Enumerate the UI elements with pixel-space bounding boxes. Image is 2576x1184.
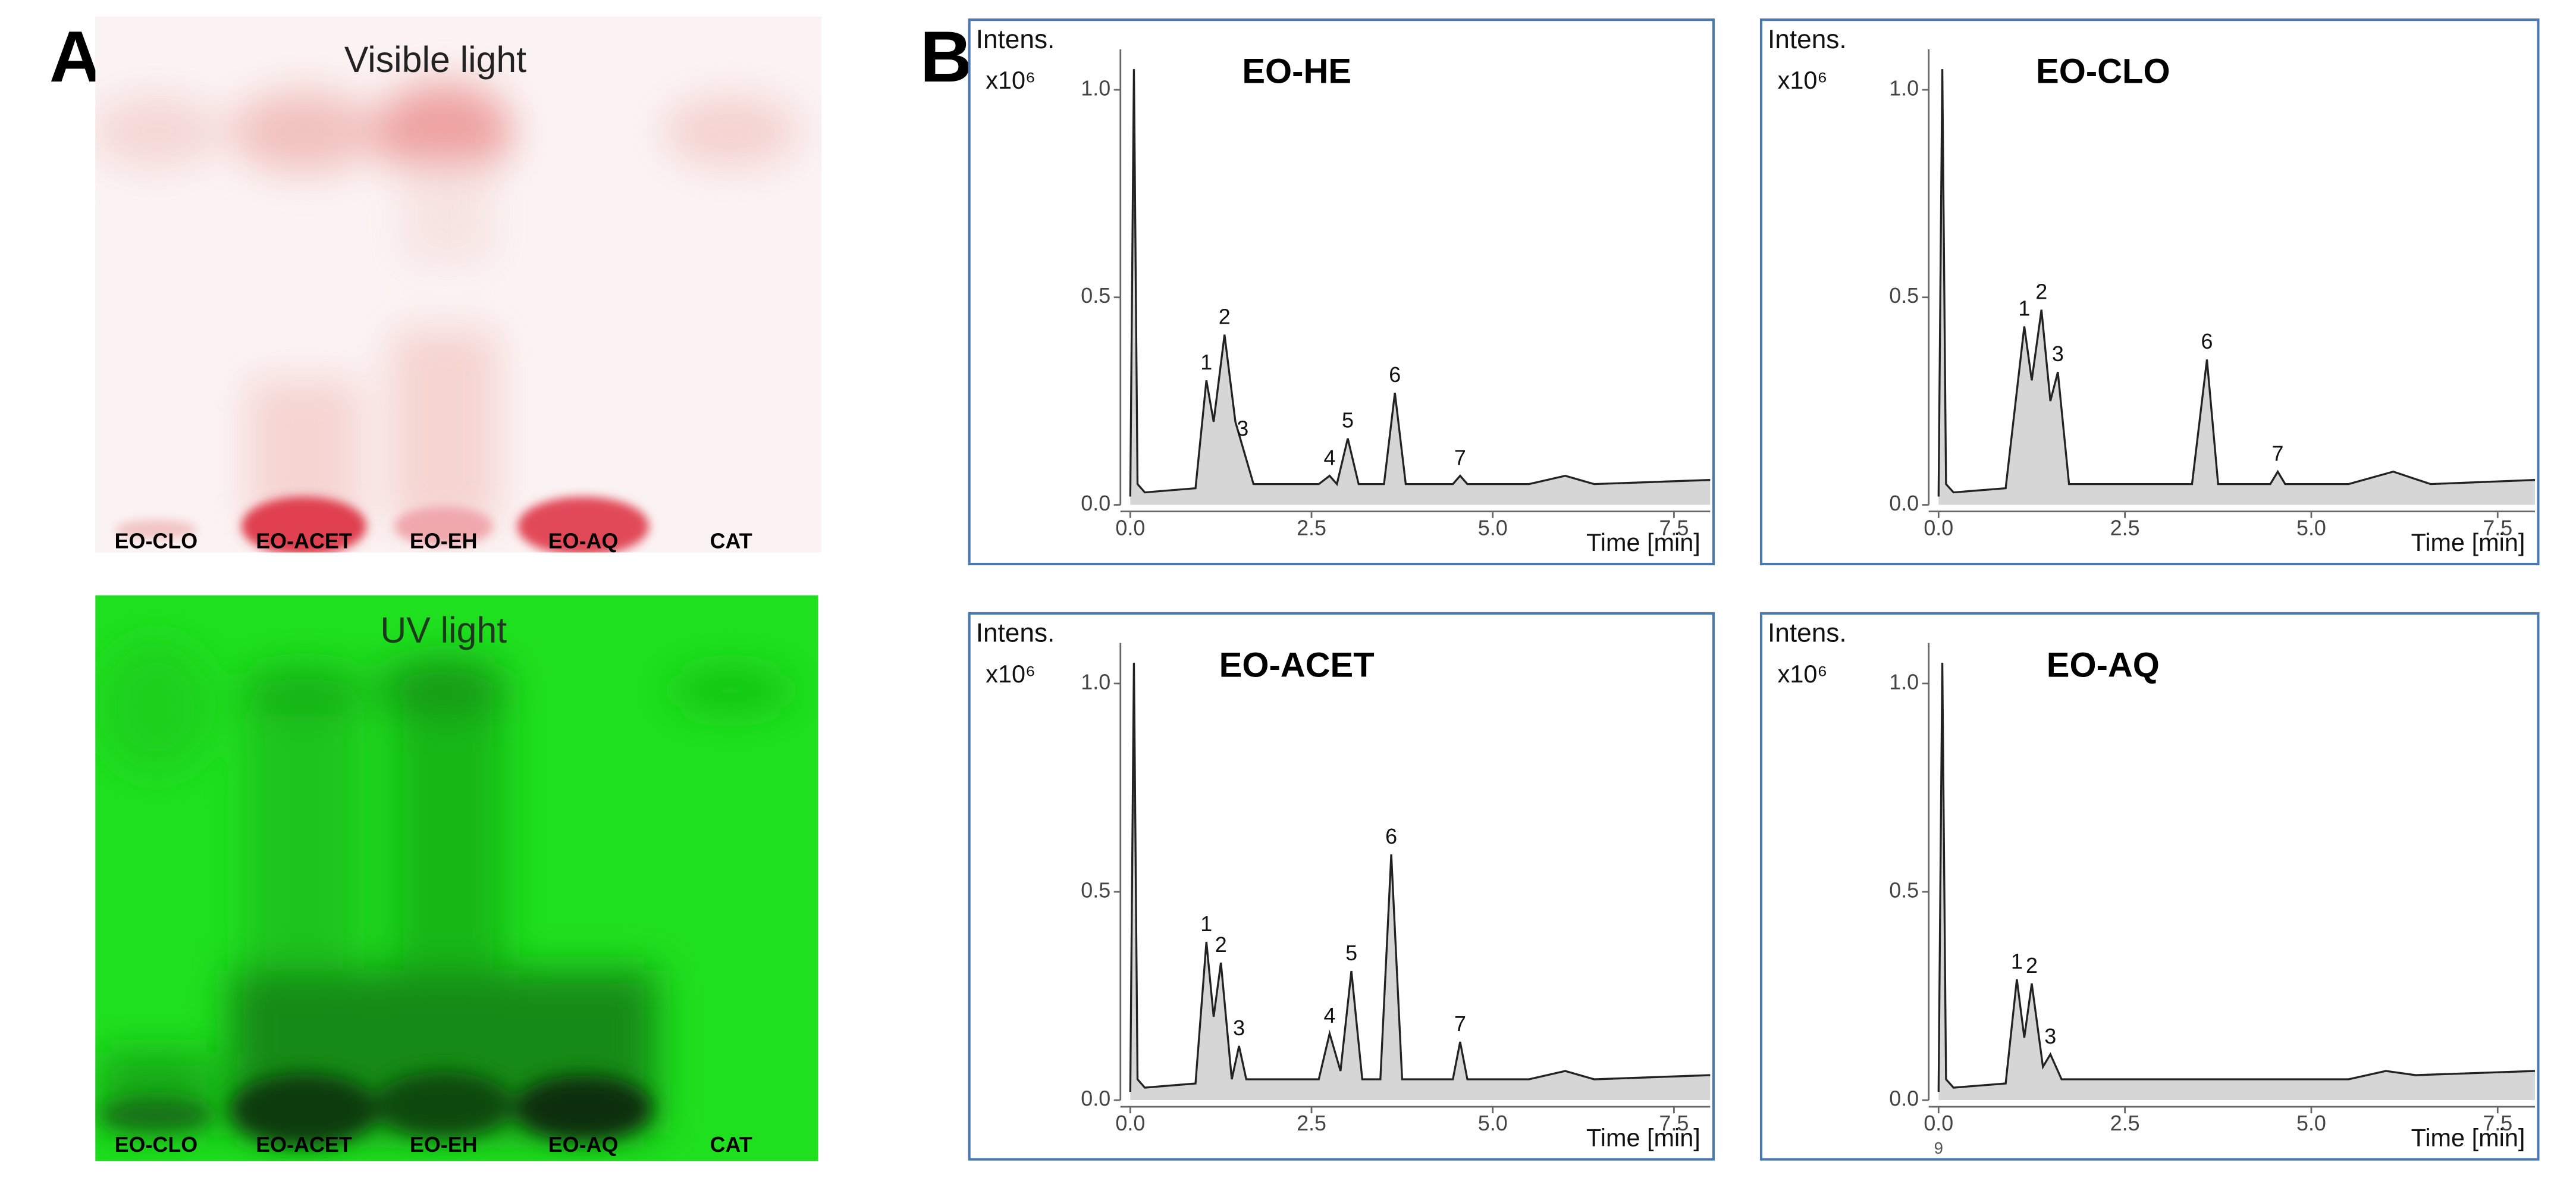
peak-label: 3 xyxy=(1237,416,1248,441)
chart-title: EO-HE xyxy=(1242,52,1351,91)
peak-label: 3 xyxy=(2044,1024,2056,1048)
y-axis-label: Intens. xyxy=(976,619,1055,648)
y-tick-label: 0.5 xyxy=(1081,878,1110,902)
y-axis-label: Intens. xyxy=(1768,619,1847,648)
y-axis-unit: x10⁶ xyxy=(1778,660,1828,688)
peak-label: 6 xyxy=(2201,329,2213,353)
y-axis-unit: x10⁶ xyxy=(986,66,1036,94)
peak-label: 5 xyxy=(1342,408,1354,433)
y-tick-label: 0.0 xyxy=(1889,491,1919,515)
peak-label: 1 xyxy=(1200,912,1212,936)
peak-label: 7 xyxy=(2272,441,2284,466)
chart-title: EO-AQ xyxy=(2047,646,2160,684)
peak-label: 6 xyxy=(1385,824,1397,848)
peak-label: 2 xyxy=(2026,953,2038,978)
y-tick-label: 1.0 xyxy=(1081,669,1110,694)
peak-label: 1 xyxy=(1200,350,1212,374)
line xyxy=(1129,662,1711,1092)
peak-label: 3 xyxy=(2052,342,2064,366)
x-tick-label: 2.5 xyxy=(2110,515,2140,540)
x-axis-label: Time [min] xyxy=(1586,528,1700,556)
x-tick-label: 5.0 xyxy=(2296,515,2326,540)
x-axis-label: Time [min] xyxy=(2411,1123,2525,1151)
peak-label: 6 xyxy=(1389,362,1401,387)
lane-label: CAT xyxy=(710,1132,752,1157)
y-axis-label: Intens. xyxy=(976,25,1055,54)
peak-label: 2 xyxy=(2035,280,2047,304)
lane-label: EO-EH xyxy=(410,1132,478,1157)
chart-frame xyxy=(1759,612,2540,1161)
lane-label: EO-CLO xyxy=(115,1132,198,1157)
peak-label: 4 xyxy=(1324,446,1336,470)
x-tick-label: 7.5 xyxy=(2483,515,2512,540)
peak-label: 2 xyxy=(1215,932,1227,957)
x-tick-label: 7.5 xyxy=(1659,1111,1689,1135)
y-axis-label: Intens. xyxy=(1768,25,1847,54)
lane-label: EO-EH xyxy=(410,529,478,553)
lane-label: EO-ACET xyxy=(256,529,352,553)
peak-label: 5 xyxy=(1345,941,1357,965)
y-tick-label: 0.0 xyxy=(1081,491,1110,515)
y-tick-label: 0.5 xyxy=(1081,283,1110,308)
y-tick-label: 1.0 xyxy=(1889,76,1919,100)
y-tick-label: 0.0 xyxy=(1081,1086,1110,1111)
x-tick-label: 2.5 xyxy=(1297,515,1326,540)
x-tick-label: 0.0 xyxy=(1115,1111,1145,1135)
chart-title: EO-CLO xyxy=(2036,52,2170,91)
y-tick-label: 1.0 xyxy=(1889,669,1919,694)
y-tick-label: 0.5 xyxy=(1889,283,1919,308)
plate-title: Visible light xyxy=(344,39,526,80)
visible-plate xyxy=(95,16,822,553)
x-tick-label: 7.5 xyxy=(2483,1111,2512,1135)
panel-letter: A xyxy=(49,16,102,97)
footnote: 9 xyxy=(1934,1139,1943,1157)
x-tick-label: 0.0 xyxy=(1924,1111,1953,1135)
peak-label: 7 xyxy=(1454,446,1466,470)
chart-frame xyxy=(1759,18,2540,566)
x-tick-label: 2.5 xyxy=(1297,1111,1326,1135)
peak-label: 1 xyxy=(2011,949,2023,973)
peak-label: 7 xyxy=(1454,1011,1466,1036)
y-axis-unit: x10⁶ xyxy=(1778,66,1828,94)
x-axis-label: Time [min] xyxy=(2411,528,2525,556)
x-tick-label: 5.0 xyxy=(1478,1111,1508,1135)
lane-label: EO-ACET xyxy=(256,1132,352,1157)
y-axis-unit: x10⁶ xyxy=(986,660,1036,688)
x-tick-label: 7.5 xyxy=(1659,515,1689,540)
plate-title: UV light xyxy=(380,610,507,650)
line xyxy=(1937,662,2536,1092)
lane-label: EO-AQ xyxy=(548,529,619,553)
x-tick-label: 0.0 xyxy=(1115,515,1145,540)
uv-plate xyxy=(95,595,818,1161)
x-axis-label: Time [min] xyxy=(1586,1123,1700,1151)
x-tick-label: 5.0 xyxy=(2296,1111,2326,1135)
peak-label: 4 xyxy=(1324,1003,1336,1028)
peak-label: 3 xyxy=(1233,1016,1245,1040)
lane-label: EO-CLO xyxy=(115,529,198,553)
peak-label: 2 xyxy=(1219,304,1231,328)
lane-label: CAT xyxy=(710,529,752,553)
x-tick-label: 0.0 xyxy=(1924,515,1953,540)
x-tick-label: 2.5 xyxy=(2110,1111,2140,1135)
y-tick-label: 1.0 xyxy=(1081,76,1110,100)
lane-label: EO-AQ xyxy=(548,1132,619,1157)
x-tick-label: 5.0 xyxy=(1478,515,1508,540)
chart-title: EO-ACET xyxy=(1219,646,1375,684)
peak-label: 1 xyxy=(2018,296,2030,320)
y-tick-label: 0.0 xyxy=(1889,1086,1919,1111)
y-tick-label: 0.5 xyxy=(1889,878,1919,902)
panel-letter: B xyxy=(920,16,972,97)
line xyxy=(1937,69,2536,497)
line xyxy=(1129,69,1711,497)
